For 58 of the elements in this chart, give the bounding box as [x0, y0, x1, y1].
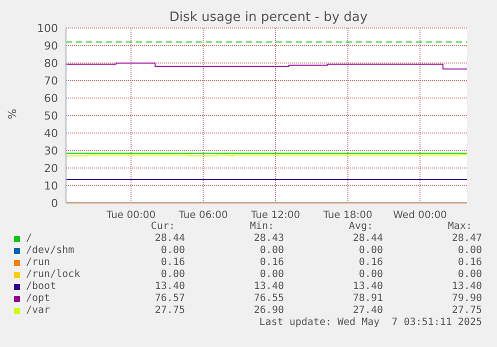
- text: 0.00: [358, 245, 383, 256]
- x-tick-label: Tue 06:00: [178, 210, 228, 222]
- text: 28.44: [352, 233, 383, 244]
- text: 0.00: [358, 269, 383, 280]
- y-tick-label: 0: [51, 196, 58, 210]
- text: 76.55: [252, 293, 284, 304]
- x-tick-label: Tue 00:00: [105, 210, 156, 222]
- text: Min:: [248, 221, 274, 232]
- y-axis-title: %: [6, 108, 19, 122]
- x-tick-label: Tue 18:00: [322, 210, 372, 222]
- x-tick-label: Wed 00:00: [393, 210, 447, 222]
- text: 28.47: [450, 233, 482, 244]
- text: 0.16: [160, 257, 185, 268]
- text: 0.16: [456, 257, 482, 268]
- legend-label: /dev/shm: [26, 245, 74, 256]
- text: 13.40: [352, 281, 383, 292]
- text: 0.00: [160, 269, 185, 280]
- y-tick-label: 80: [44, 56, 58, 70]
- text: 13.40: [252, 281, 284, 292]
- y-tick-label: 20: [44, 162, 58, 175]
- text: 13.40: [154, 281, 185, 292]
- y-tick-label: 30: [44, 144, 58, 158]
- legend-label: /boot: [26, 281, 56, 292]
- text: 27.40: [352, 305, 383, 316]
- text: 0.00: [456, 269, 482, 280]
- text: Max:: [446, 221, 472, 232]
- chart-title: Disk usage in percent - by day: [169, 10, 368, 25]
- text: 0.00: [258, 245, 284, 256]
- text: 0.16: [258, 257, 284, 268]
- text: 0.00: [160, 245, 185, 256]
- text: Last update: Wed May 7 03:51:11 2025: [258, 317, 482, 328]
- text: 0.00: [456, 245, 482, 256]
- y-tick-label: 70: [44, 74, 58, 88]
- y-tick-label: 50: [44, 109, 58, 122]
- text: 79.90: [450, 293, 482, 304]
- text: 26.90: [252, 305, 284, 316]
- x-tick-label: Tue 12:00: [250, 210, 300, 222]
- legend-label: /run/lock: [26, 269, 80, 280]
- text: Cur:: [150, 221, 175, 232]
- text: 28.44: [154, 233, 185, 244]
- text: 0.00: [258, 269, 284, 280]
- legend-label: /opt: [26, 293, 50, 304]
- text: 78.91: [352, 293, 383, 304]
- y-tick-label: 10: [44, 179, 58, 192]
- y-tick-label: 90: [44, 39, 58, 52]
- text: 0.16: [358, 257, 383, 268]
- text: 28.43: [252, 233, 284, 244]
- text: 27.75: [154, 305, 185, 316]
- text: 27.75: [450, 305, 482, 316]
- text: 76.57: [154, 293, 185, 304]
- y-tick-label: 60: [44, 92, 58, 105]
- text: Avg:: [348, 221, 373, 232]
- y-tick-label: 40: [44, 126, 58, 140]
- legend-label: /var: [26, 305, 50, 316]
- y-tick-label: 100: [37, 22, 58, 35]
- text: 13.40: [450, 281, 482, 292]
- legend-label: /: [26, 233, 32, 244]
- legend-label: /run: [26, 257, 50, 268]
